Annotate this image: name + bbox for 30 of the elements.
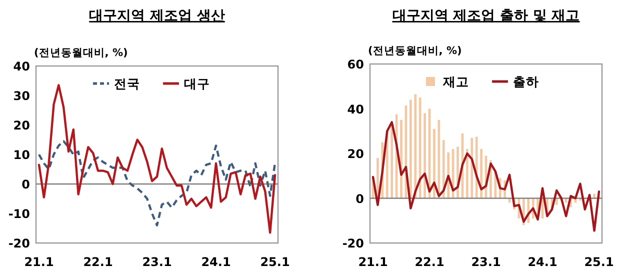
x-tick-label: 22.1 xyxy=(83,255,113,269)
y-tick-label: 60 xyxy=(347,58,364,72)
y-tick-label: -20 xyxy=(342,236,364,250)
chart-title: 대구지역 제조업 생산 xyxy=(89,8,225,24)
y-tick-label: 20 xyxy=(347,147,364,161)
y-tick-label: -20 xyxy=(8,236,30,250)
x-tick-label: 24.1 xyxy=(201,255,231,269)
y-tick-label: -10 xyxy=(8,207,30,221)
x-tick-label: 23.1 xyxy=(471,255,501,269)
y-tick-label: 30 xyxy=(13,89,30,103)
y-tick-label: 0 xyxy=(356,192,364,206)
y-tick-label: 0 xyxy=(22,178,30,192)
x-tick-label: 22.1 xyxy=(414,255,444,269)
x-tick-label: 24.1 xyxy=(528,255,558,269)
y-tick-label: 40 xyxy=(13,60,30,74)
legend-label: 재고 xyxy=(442,74,469,89)
legend-label: 출하 xyxy=(513,74,539,89)
y-tick-label: 20 xyxy=(13,118,30,132)
x-tick-label: 21.1 xyxy=(358,255,388,269)
x-tick-label: 23.1 xyxy=(142,255,172,269)
legend-label: 전국 xyxy=(114,76,140,91)
y-axis-title: (전년동월대비, %) xyxy=(34,47,128,59)
x-tick-label: 25.1 xyxy=(260,255,290,269)
x-tick-label: 21.1 xyxy=(24,255,54,269)
y-axis-title: (전년동월대비, %) xyxy=(368,45,462,57)
y-tick-label: 10 xyxy=(13,148,30,162)
chart-title: 대구지역 제조업 출하 및 재고 xyxy=(392,8,580,24)
y-tick-label: 40 xyxy=(347,102,364,116)
x-tick-label: 25.1 xyxy=(584,255,614,269)
legend-label: 대구 xyxy=(184,76,210,91)
